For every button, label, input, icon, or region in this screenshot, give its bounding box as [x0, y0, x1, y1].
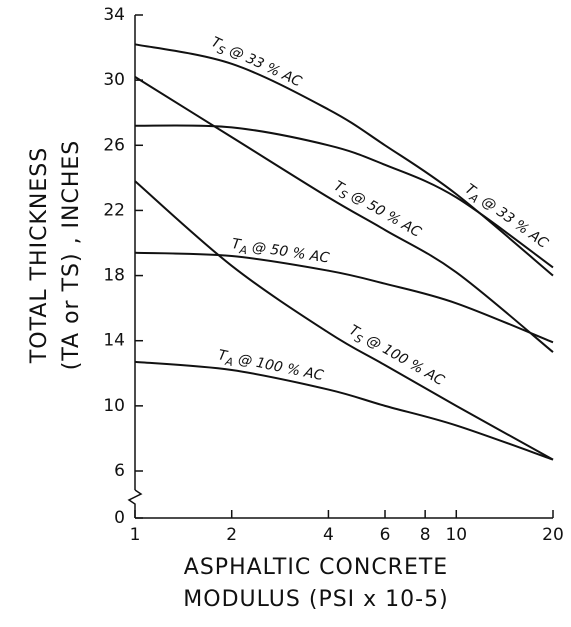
line [134, 180, 554, 461]
series-label: TS @ 50 % AC [329, 178, 423, 243]
line [134, 43, 554, 277]
line [134, 124, 554, 269]
y-tick-label: 0 [114, 508, 125, 528]
y-tick-label: 26 [103, 135, 125, 155]
y-axis-label: TOTAL THICKNESS [27, 147, 52, 364]
x-axis-label: MODULUS (PSI x 10-5) [183, 587, 448, 612]
y-tick-label: 34 [103, 5, 125, 25]
x-tick-label: 10 [445, 525, 467, 545]
line [134, 76, 554, 353]
y-tick-label: 6 [114, 461, 125, 481]
series-label: TA @ 33 % AC [460, 181, 551, 254]
y-tick-label: 18 [103, 266, 125, 286]
series-label: TS @ 33 % AC [207, 34, 304, 93]
axis-break [127, 489, 143, 518]
x-tick-label: 6 [380, 525, 391, 545]
x-axis-label: ASPHALTIC CONCRETE [184, 555, 448, 580]
x-tick-label: 1 [130, 525, 141, 545]
x-tick-label: 20 [542, 525, 564, 545]
line [134, 360, 554, 461]
series-label: TS @ 100 % AC [345, 322, 447, 392]
y-tick-label: 14 [103, 331, 125, 351]
x-tick-label: 4 [323, 525, 334, 545]
y-axis-label: (TA or TS) , INCHES [59, 140, 84, 371]
series-label: TA @ 50 % AC [230, 236, 330, 270]
y-tick-label: 22 [103, 200, 125, 220]
y-tick-label: 30 [103, 70, 125, 90]
x-tick-label: 2 [226, 525, 237, 545]
line [134, 251, 554, 344]
y-tick-label: 10 [103, 396, 125, 416]
series-label: TA @ 100 % AC [216, 347, 325, 387]
x-tick-label: 8 [420, 525, 431, 545]
